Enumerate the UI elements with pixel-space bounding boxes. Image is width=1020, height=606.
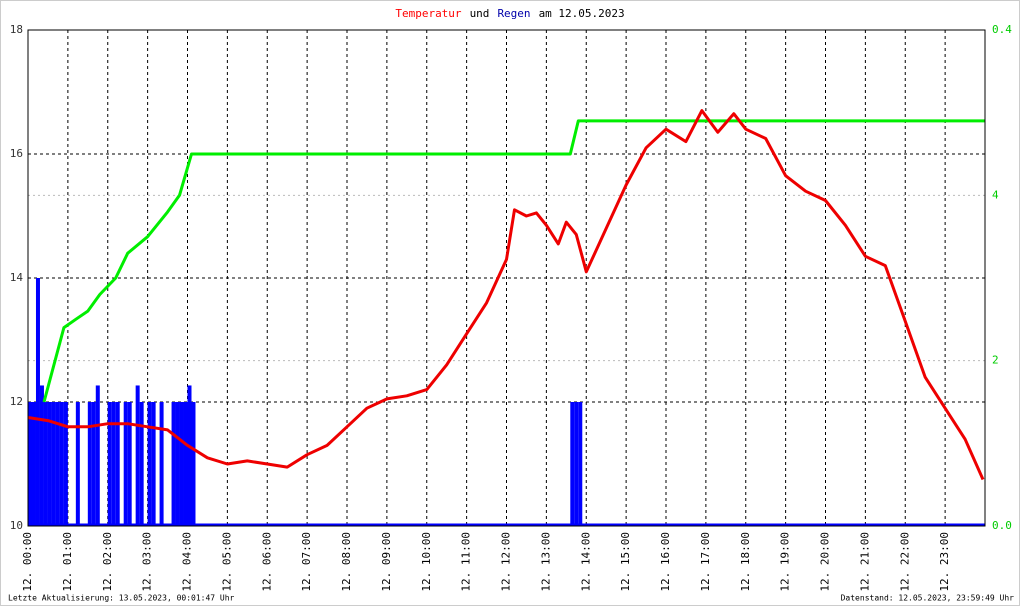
- x-tick-label: 12. 07:00: [300, 532, 313, 592]
- rain-bar: [570, 402, 575, 526]
- x-tick-label: 12. 19:00: [779, 532, 792, 592]
- y2-tick-label: 4: [992, 188, 999, 201]
- x-tick-label: 12. 15:00: [619, 532, 632, 592]
- rain-bar: [115, 402, 120, 526]
- y-tick-label: 16: [10, 147, 23, 160]
- y-tick-label: 14: [10, 271, 24, 284]
- rain-bar: [87, 402, 92, 526]
- title-part: am 12.05.2023: [539, 7, 625, 20]
- rain-bar: [43, 402, 48, 526]
- y-tick-label: 10: [10, 519, 23, 532]
- rain-bar: [47, 402, 52, 526]
- rain-bar: [35, 278, 40, 526]
- rain-bar: [75, 402, 80, 526]
- x-tick-label: 12. 20:00: [819, 532, 832, 592]
- x-tick-label: 12. 02:00: [101, 532, 114, 592]
- rain-bar: [183, 402, 188, 526]
- rain-bar: [95, 385, 100, 526]
- x-tick-label: 12. 09:00: [380, 532, 393, 592]
- rain-bar: [179, 402, 184, 526]
- x-tick-label: 12. 13:00: [539, 532, 552, 592]
- x-tick-label: 12. 11:00: [460, 532, 473, 592]
- rain-bar: [578, 402, 583, 526]
- rain-bar: [175, 402, 180, 526]
- rain-bar: [123, 402, 128, 526]
- rain-bar: [191, 402, 196, 526]
- rain-bar: [187, 385, 192, 526]
- y2-tick-label: 0.0: [992, 519, 1012, 532]
- rain-bar: [55, 402, 60, 526]
- series-line: [42, 119, 985, 403]
- y2-tick-label: 2: [992, 354, 999, 367]
- x-tick-label: 12. 16:00: [659, 532, 672, 592]
- rain-bar: [28, 402, 32, 526]
- rain-bar: [171, 402, 176, 526]
- x-tick-label: 12. 01:00: [61, 532, 74, 592]
- x-tick-label: 12. 05:00: [220, 532, 233, 592]
- title-part: Regen: [497, 7, 530, 20]
- chart-title: Temperatur und Regen am 12.05.2023: [395, 7, 624, 20]
- rain-bar: [159, 402, 164, 526]
- rain-bar: [63, 402, 68, 526]
- x-tick-label: 12. 22:00: [898, 532, 911, 592]
- x-tick-label: 12. 21:00: [858, 532, 871, 592]
- x-tick-label: 12. 04:00: [181, 532, 194, 592]
- x-tick-label: 12. 14:00: [579, 532, 592, 592]
- rain-bar: [31, 402, 36, 526]
- rain-bar: [151, 402, 156, 526]
- x-tick-label: 12. 03:00: [141, 532, 154, 592]
- y2-tick-label: 0.4: [992, 23, 1012, 36]
- y-tick-label: 18: [10, 23, 23, 36]
- x-tick-label: 12. 17:00: [699, 532, 712, 592]
- rain-bar: [135, 385, 140, 526]
- y-tick-label: 12: [10, 395, 23, 408]
- title-part: Temperatur: [395, 7, 462, 20]
- title-part: und: [470, 7, 490, 20]
- x-tick-label: 12. 00:00: [21, 532, 34, 592]
- x-tick-label: 12. 06:00: [260, 532, 273, 592]
- series-line: [27, 109, 985, 481]
- rain-bar: [59, 402, 64, 526]
- x-tick-label: 12. 12:00: [500, 532, 513, 592]
- footer-right: Datenstand: 12.05.2023, 23:59:49 Uhr: [841, 594, 1015, 603]
- rain-bar: [51, 402, 56, 526]
- rain-bar: [127, 402, 132, 526]
- rain-bar: [111, 402, 116, 526]
- x-tick-label: 12. 23:00: [938, 532, 951, 592]
- rain-bar: [139, 402, 144, 526]
- footer-left: Letzte Aktualisierung: 13.05.2023, 00:01…: [8, 594, 235, 603]
- rain-bar: [91, 402, 96, 526]
- plot-frame: [27, 29, 986, 527]
- rain-bar: [147, 402, 152, 526]
- rain-bar: [39, 385, 44, 526]
- rain-bar: [107, 402, 112, 526]
- x-tick-label: 12. 18:00: [739, 532, 752, 592]
- x-tick-label: 12. 10:00: [420, 532, 433, 592]
- rain-bar: [574, 402, 579, 526]
- x-tick-label: 12. 08:00: [340, 532, 353, 592]
